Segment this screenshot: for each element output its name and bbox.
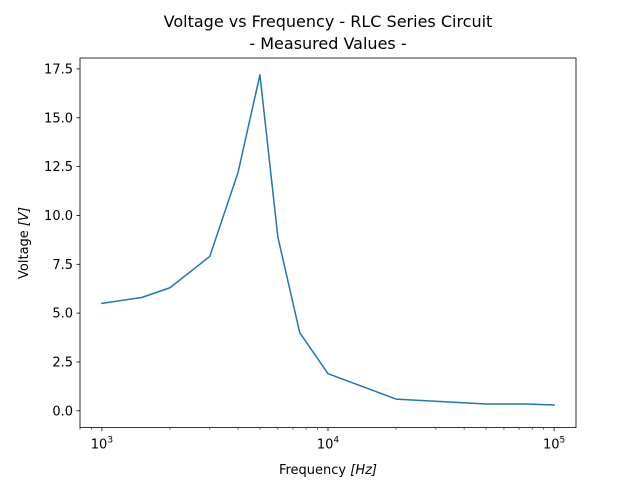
x-tick-label: 105 (543, 436, 565, 453)
series-line (101, 74, 555, 406)
x-tick-label-base: 10 (317, 438, 334, 453)
y-tick-label: 5.0 (52, 307, 73, 322)
y-tick-label: 7.5 (52, 258, 73, 273)
x-axis-label-unit: [Hz] (350, 463, 377, 478)
y-axis-label-main: Voltage (17, 226, 32, 279)
x-tick-label: 104 (317, 436, 340, 453)
x-axis-ticks: 103 104 105 (79, 427, 565, 453)
y-tick-label: 10.0 (44, 209, 73, 224)
y-tick-label: 0.0 (52, 404, 73, 419)
x-tick-label-exponent: 4 (333, 436, 339, 446)
x-axis-label-main: Frequency (279, 463, 350, 478)
chart-title-line2: - Measured Values - (249, 34, 406, 53)
x-tick-label-exponent: 5 (559, 436, 565, 446)
y-axis-label-unit: [V] (17, 207, 32, 226)
x-axis-label: Frequency [Hz] (279, 463, 377, 478)
y-tick-label: 2.5 (52, 355, 73, 370)
x-tick-label: 103 (91, 436, 113, 453)
x-tick-label-base: 10 (543, 438, 560, 453)
y-axis-ticks: 0.0 2.5 5.0 7.5 10.0 12.5 15.0 17.5 (44, 62, 80, 419)
x-tick-label-exponent: 3 (107, 436, 113, 446)
y-axis-label: Voltage [V] (17, 207, 32, 279)
y-tick-label: 17.5 (44, 62, 73, 77)
x-tick-label-base: 10 (91, 438, 108, 453)
y-tick-label: 12.5 (44, 160, 73, 175)
y-tick-label: 15.0 (44, 111, 73, 126)
chart-title-line1: Voltage vs Frequency - RLC Series Circui… (164, 12, 493, 31)
